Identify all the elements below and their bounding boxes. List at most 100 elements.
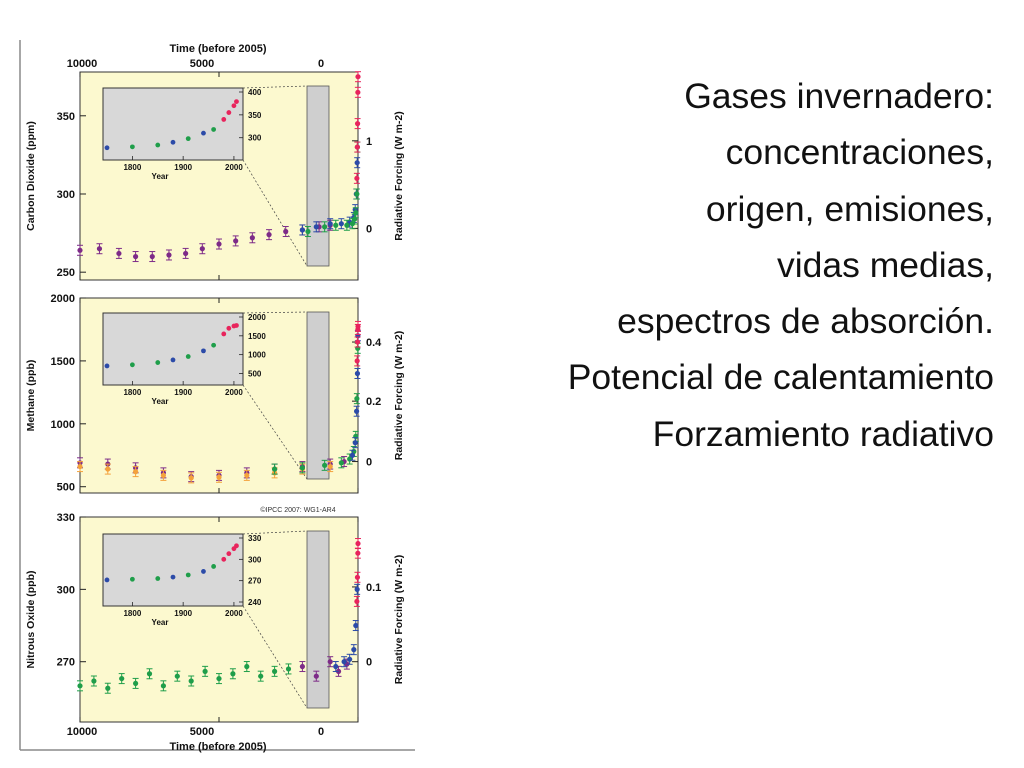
data-point — [352, 440, 358, 446]
data-point — [216, 474, 222, 480]
data-point — [355, 89, 361, 95]
title-line: Potencial de calentamiento — [567, 357, 994, 398]
y2-tick-label: 0.2 — [366, 396, 381, 408]
data-point — [233, 238, 239, 244]
inset-data-point — [185, 354, 191, 359]
data-point — [77, 247, 83, 253]
inset-frame — [102, 87, 244, 161]
data-point — [96, 246, 103, 252]
inset-y-tick-label: 300 — [248, 555, 262, 564]
data-point — [354, 160, 360, 166]
data-point — [333, 222, 339, 228]
inset-leader-line — [242, 605, 308, 709]
inset-leader-line — [242, 85, 308, 89]
data-point — [133, 469, 139, 475]
inset-data-point — [129, 362, 135, 368]
bottom-time-tick-label: 10000 — [67, 726, 98, 738]
data-point — [199, 246, 205, 252]
top-time-tick-label: 5000 — [190, 58, 214, 70]
inset-y-tick-label: 300 — [248, 134, 262, 143]
data-point — [149, 253, 155, 260]
inset-x-tick-label: 1800 — [123, 609, 141, 618]
inset-x-tick-label: 1900 — [174, 163, 192, 172]
data-point — [116, 250, 122, 257]
slide-title-block: Gases invernadero: concentraciones, orig… — [434, 68, 994, 462]
inset-data-point — [226, 325, 232, 331]
data-series — [332, 583, 361, 673]
data-point — [355, 540, 361, 547]
y-tick-label: 1500 — [51, 356, 75, 368]
y-tick-label: 300 — [57, 189, 75, 201]
y-tick-label: 2000 — [51, 293, 75, 305]
bottom-time-tick-label: 0 — [318, 726, 324, 738]
data-point — [354, 408, 360, 414]
data-point — [133, 680, 139, 687]
title-line: espectros de absorción. — [617, 301, 994, 342]
inset-data-point — [201, 348, 206, 354]
data-point — [285, 666, 292, 672]
data-point — [183, 250, 189, 257]
y2-tick-label: 0.1 — [366, 582, 381, 594]
data-point — [202, 668, 208, 674]
data-point — [105, 466, 111, 472]
inset-data-point — [221, 556, 227, 562]
inset-data-point — [234, 99, 239, 104]
title-line: origen, emisiones, — [705, 188, 994, 229]
data-point — [322, 462, 328, 468]
inset-x-label: Year — [152, 618, 169, 627]
inset-x-tick-label: 1900 — [174, 609, 192, 618]
recent-period-shade — [306, 530, 330, 709]
inset-y-tick-label: 2000 — [248, 313, 266, 322]
data-point — [354, 144, 360, 150]
inset-x-tick-label: 2000 — [225, 609, 243, 618]
inset-data-point — [104, 145, 110, 151]
data-point — [351, 647, 357, 653]
data-point — [354, 370, 361, 377]
data-point — [355, 323, 361, 330]
title-line: Forzamiento radiativo — [652, 413, 994, 454]
data-point — [355, 74, 361, 80]
data-point — [354, 574, 361, 580]
data-point — [347, 656, 353, 662]
title-line: concentraciones, — [725, 132, 994, 173]
inset-leader-line — [242, 159, 308, 267]
data-point — [327, 463, 333, 470]
inset-leader-line — [242, 530, 308, 535]
data-point — [299, 227, 305, 233]
inset-data-point — [226, 551, 232, 557]
y2-tick-label: 1 — [366, 136, 372, 148]
y-axis-label: Nitrous Oxide (ppb) — [25, 571, 37, 669]
inset-data-point — [170, 139, 176, 145]
y2-axis-label: Radiative Forcing (W m-2) — [393, 555, 405, 685]
chart-panel: 500 1000 1500 2000 0 0.2 0.4 Methane (ppb) Radia… — [25, 293, 405, 494]
title-line: vidas medias, — [776, 244, 994, 285]
chart-panel: 250 300 350 0 1 Carbon Dioxide (ppm) Radiative… — [25, 71, 405, 281]
data-point — [272, 668, 278, 674]
data-point — [354, 191, 360, 197]
recent-period-shade — [306, 311, 330, 480]
data-point — [91, 678, 97, 684]
data-point — [354, 339, 361, 345]
y-tick-label: 330 — [57, 512, 75, 524]
data-point — [354, 358, 360, 364]
data-series — [353, 71, 361, 184]
inset-x-tick-label: 2000 — [225, 388, 243, 397]
data-point — [355, 550, 361, 556]
inset-data-point — [129, 576, 135, 582]
data-point — [283, 228, 289, 235]
inset-data-point — [221, 117, 227, 122]
data-point — [341, 659, 347, 665]
inset-data-point — [155, 142, 161, 148]
y2-tick-label: 0.4 — [366, 337, 382, 349]
inset-x-tick-label: 1800 — [123, 388, 141, 397]
data-point — [258, 673, 264, 679]
inset-x-tick-label: 1900 — [174, 388, 192, 397]
inset-data-point — [104, 363, 110, 369]
data-point — [353, 622, 359, 629]
data-point — [354, 586, 360, 592]
inset-data-point — [104, 577, 110, 583]
data-point — [354, 121, 361, 127]
y-tick-label: 1000 — [51, 419, 75, 431]
y2-tick-label: 0 — [366, 657, 372, 669]
inset-data-point — [170, 357, 176, 363]
